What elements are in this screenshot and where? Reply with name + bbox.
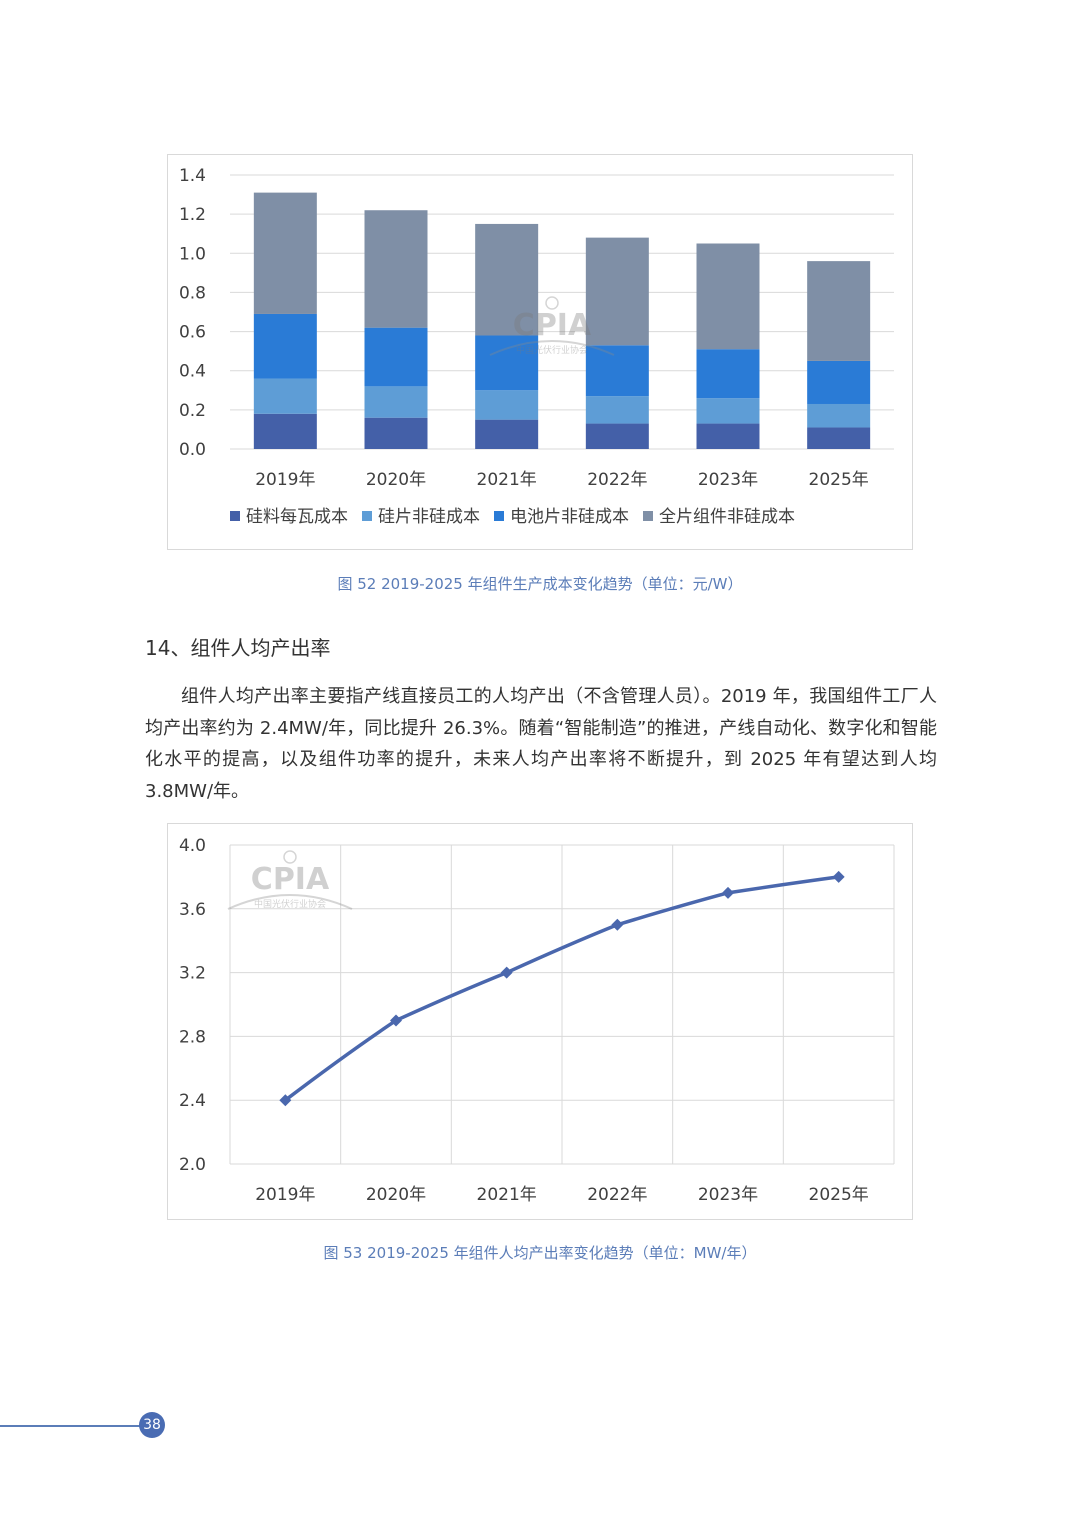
figure-52-caption: 图 52 2019-2025 年组件生产成本变化趋势（单位：元/W） [337, 575, 743, 593]
bar-segment [475, 419, 539, 449]
y-tick-label: 0.6 [179, 323, 206, 343]
bar-segment [364, 417, 428, 449]
watermark-title: CPIA [513, 308, 592, 343]
y-tick-label: 2.8 [179, 1027, 206, 1047]
bar-segment [807, 403, 871, 428]
legend-swatch [494, 511, 504, 521]
page-number: 38 [139, 1412, 165, 1438]
output-chart: 2.0 2.4 2.8 3.2 3.6 4.0 CPIA 中国光伏行业协会 2019年 2020年… [167, 823, 913, 1220]
y-tick-label: 1.2 [179, 205, 206, 225]
figure-53-caption: 图 53 2019-2025 年组件人均产出率变化趋势（单位：MW/年） [323, 1244, 757, 1262]
y-tick-label: 4.0 [179, 836, 206, 856]
y-tick-label: 2.0 [179, 1155, 206, 1175]
x-tick-label: 2019年 [255, 470, 315, 490]
cost-chart-svg: 0.0 0.2 0.4 0.6 0.8 1.0 1.2 1.4 2019年 2020年 2021年 2… [179, 166, 894, 527]
bar-segment [253, 192, 317, 314]
y-tick-label: 3.6 [179, 900, 206, 920]
watermark-arc [227, 894, 353, 910]
y-tick-label: 0.2 [179, 401, 206, 421]
y-tick-label: 0.8 [179, 283, 206, 303]
bar-segment [696, 423, 760, 449]
data-point-marker [832, 870, 845, 883]
bar-segment [253, 313, 317, 379]
bar-segment [253, 413, 317, 449]
bar-segment [807, 360, 871, 404]
x-tick-label: 2025年 [809, 470, 869, 490]
footer-line [0, 1425, 142, 1427]
bar-segment [696, 398, 760, 424]
data-point-marker [390, 1014, 402, 1027]
bar-segment [364, 327, 428, 387]
legend-swatch [362, 511, 372, 521]
x-tick-label: 2022年 [587, 470, 647, 490]
x-tick-label: 2019年 [255, 1185, 315, 1205]
series-line [284, 875, 839, 1102]
y-tick-label: 1.0 [179, 244, 206, 264]
watermark-sun-icon [283, 850, 297, 864]
y-tick-label: 2.4 [179, 1091, 206, 1111]
legend-swatch [230, 511, 240, 521]
x-tick-label: 2021年 [477, 1185, 537, 1205]
bar-segment [253, 378, 317, 414]
bar-segment [696, 349, 760, 399]
x-tick-label: 2022年 [587, 1185, 647, 1205]
x-tick-label: 2020年 [366, 1185, 426, 1205]
x-tick-label: 2023年 [698, 1185, 758, 1205]
watermark-subtitle: 中国光伏行业协会 [254, 898, 326, 910]
legend-label: 全片组件非硅成本 [659, 507, 795, 527]
bar-segment [475, 335, 539, 391]
bar-segment [364, 386, 428, 418]
bar-segment [807, 427, 871, 449]
x-tick-label: 2023年 [698, 470, 758, 490]
bar-segment [585, 237, 649, 346]
bar-segment [696, 243, 760, 350]
cost-chart: 0.0 0.2 0.4 0.6 0.8 1.0 1.2 1.4 2019年 2020年 2021年 2… [167, 154, 913, 550]
y-tick-label: 3.2 [179, 964, 206, 984]
data-point-marker [611, 918, 624, 931]
section-paragraph: 组件人均产出率主要指产线直接员工的人均产出（不含管理人员）。2019 年，我国组… [145, 686, 937, 802]
bar-segment [585, 396, 649, 424]
watermark-arc [489, 340, 615, 356]
x-tick-label: 2021年 [477, 470, 537, 490]
bar-segment [364, 210, 428, 328]
bar-segment [807, 261, 871, 361]
legend-label: 电池片非硅成本 [510, 507, 629, 527]
bar-segment [475, 223, 539, 336]
section-title: 14、组件人均产出率 [145, 636, 331, 660]
x-tick-label: 2025年 [809, 1185, 869, 1205]
data-point-marker [500, 966, 513, 979]
data-point-marker [722, 886, 734, 899]
y-tick-label: 1.4 [179, 166, 206, 186]
watermark-title: CPIA [251, 862, 330, 897]
watermark-sun-icon [545, 296, 559, 310]
bar-segment [475, 390, 539, 420]
legend-label: 硅料每瓦成本 [246, 507, 348, 527]
bar-segment [585, 423, 649, 449]
y-tick-label: 0.0 [179, 440, 206, 460]
legend-swatch [643, 511, 653, 521]
legend-label: 硅片非硅成本 [378, 507, 480, 527]
bar-segment [585, 345, 649, 397]
data-point-marker [279, 1094, 292, 1107]
watermark-subtitle: 中国光伏行业协会 [516, 344, 588, 356]
y-tick-label: 0.4 [179, 362, 206, 382]
x-tick-label: 2020年 [366, 470, 426, 490]
